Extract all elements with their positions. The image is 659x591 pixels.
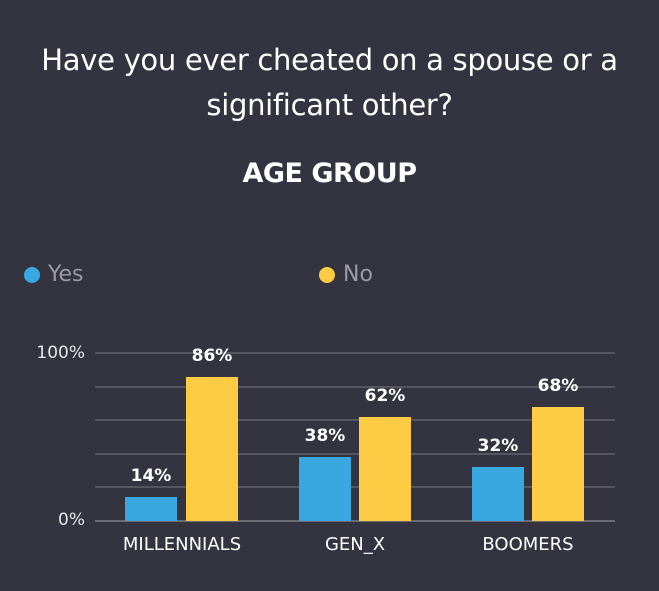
legend-label: No: [343, 262, 373, 287]
value-label: 38%: [304, 426, 346, 446]
legend-dot-icon: [24, 266, 40, 283]
value-label: 62%: [364, 386, 406, 406]
gridline: [95, 486, 615, 488]
bar-millennials-no[interactable]: [186, 377, 238, 521]
x-category-label: BOOMERS: [482, 534, 574, 555]
x-category-label: MILLENNIALS: [122, 534, 242, 555]
value-label: 32%: [477, 436, 519, 456]
legend-label: Yes: [48, 262, 84, 287]
bar-genx-yes[interactable]: [299, 457, 351, 521]
value-label: 14%: [130, 466, 172, 486]
chart-subtitle: AGE GROUP: [242, 158, 417, 189]
chart-title: Have you ever cheated on a spouse or a s…: [41, 43, 618, 122]
bar-genx-no[interactable]: [359, 417, 411, 521]
gridline: [95, 352, 615, 354]
y-tick-label: 100%: [36, 343, 85, 363]
x-category-label: GEN_X: [324, 534, 386, 555]
legend-dot-icon: [319, 266, 335, 283]
bar-boomers-no[interactable]: [532, 407, 584, 521]
gridline: [95, 386, 615, 388]
bar-boomers-yes[interactable]: [472, 467, 524, 521]
gridline: [95, 453, 615, 455]
y-tick-label: 0%: [58, 510, 85, 530]
x-axis-line: [95, 520, 615, 522]
value-label: 68%: [537, 376, 579, 396]
bar-millennials-yes[interactable]: [125, 497, 177, 521]
legend-item-yes[interactable]: Yes: [24, 262, 84, 287]
gridline: [95, 419, 615, 421]
value-label: 86%: [191, 346, 233, 366]
legend-item-no[interactable]: No: [319, 262, 373, 287]
